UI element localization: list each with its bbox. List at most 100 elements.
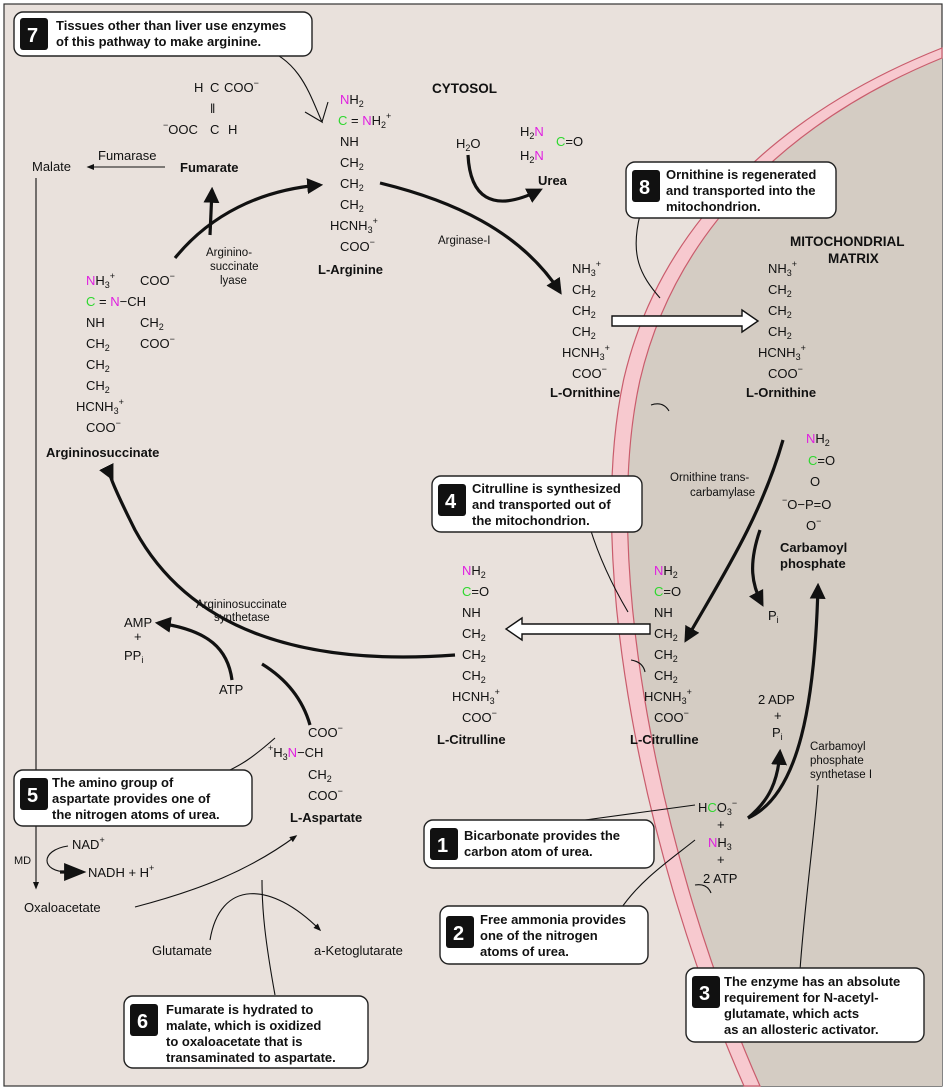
svg-text:COO−: COO− bbox=[462, 708, 497, 725]
svg-text:HCNH3+: HCNH3+ bbox=[562, 343, 610, 362]
ammonia-label: NH3 bbox=[708, 835, 732, 852]
svg-text:NH2: NH2 bbox=[462, 563, 486, 580]
svg-text:as an allosteric activator.: as an allosteric activator. bbox=[724, 1022, 879, 1037]
svg-text:The amino group of: The amino group of bbox=[52, 775, 174, 790]
svg-text:CH2: CH2 bbox=[86, 336, 110, 353]
svg-text:C: C bbox=[210, 122, 219, 137]
svg-text:1: 1 bbox=[437, 835, 448, 857]
otc-pi-label: Pi bbox=[768, 608, 779, 625]
svg-text:Bicarbonate provides the: Bicarbonate provides the bbox=[464, 828, 620, 843]
callout-1-pointer bbox=[584, 804, 696, 821]
citrulline-cytosol-label: L-Citrulline bbox=[437, 732, 506, 747]
water-label: H2O bbox=[456, 136, 481, 153]
svg-text:COO−: COO− bbox=[308, 723, 343, 740]
svg-text:HCNH3+: HCNH3+ bbox=[452, 687, 500, 706]
lyase-label-line2: succinate bbox=[210, 261, 259, 273]
atp2-label: 2 ATP bbox=[703, 871, 737, 886]
svg-text:transaminated to aspartate.: transaminated to aspartate. bbox=[166, 1050, 336, 1065]
svg-text:O: O bbox=[810, 474, 820, 489]
callout-5: 5 The amino group of aspartate provides … bbox=[13, 769, 253, 827]
arginine-to-ornithine-arrow bbox=[379, 181, 562, 295]
mitochondrial-membrane bbox=[610, 47, 943, 1087]
carbamoyl-label-line1: Carbamoyl bbox=[780, 540, 847, 555]
callout-8-pointer bbox=[635, 214, 661, 299]
glutamate-label: Glutamate bbox=[152, 943, 212, 958]
crista-mark bbox=[694, 884, 712, 894]
svg-text:+H3N−CH: +H3N−CH bbox=[268, 743, 323, 762]
svg-text:H: H bbox=[228, 122, 237, 137]
callout-5-pointer bbox=[229, 737, 276, 771]
bicarbonate-to-carbamoyl-arrow bbox=[747, 582, 826, 820]
svg-text:5: 5 bbox=[27, 785, 38, 807]
svg-text:Citrulline is synthesized: Citrulline is synthesized bbox=[472, 481, 621, 496]
cytosol-label: CYTOSOL bbox=[432, 81, 497, 96]
svg-text:CH2: CH2 bbox=[340, 197, 364, 214]
svg-text:H2N: H2N bbox=[520, 124, 544, 141]
svg-text:−O−P=O: −O−P=O bbox=[782, 495, 831, 512]
amp-label: AMP bbox=[124, 615, 152, 630]
svg-text:C=O: C=O bbox=[808, 453, 835, 468]
svg-text:CH2: CH2 bbox=[768, 303, 792, 320]
callout-3-pointer bbox=[799, 784, 819, 971]
svg-text:CH2: CH2 bbox=[86, 357, 110, 374]
bicarbonate-plus: + bbox=[717, 817, 725, 832]
svg-text:CH2: CH2 bbox=[86, 378, 110, 395]
citrulline-matrix-label: L-Citrulline bbox=[630, 732, 699, 747]
glutamate-to-ketoglutarate-arrow bbox=[209, 893, 322, 941]
fumarate-structure: H C COO− ‖ −OOC C H bbox=[163, 78, 259, 137]
svg-text:HCNH3+: HCNH3+ bbox=[644, 687, 692, 706]
svg-text:3: 3 bbox=[699, 983, 710, 1005]
callout-1: 1 Bicarbonate provides the carbon atom o… bbox=[423, 819, 655, 869]
md-label: MD bbox=[14, 855, 31, 867]
ornithine-matrix-structure: NH3+ CH2 CH2 CH2 HCNH3+ COO− bbox=[758, 259, 806, 381]
nadh-label: NADH + H+ bbox=[88, 863, 154, 880]
svg-text:COO−: COO− bbox=[140, 334, 175, 351]
svg-text:carbon atom of urea.: carbon atom of urea. bbox=[464, 844, 593, 859]
svg-text:and transported into the: and transported into the bbox=[666, 183, 816, 198]
callout-2: 2 Free ammonia provides one of the nitro… bbox=[439, 905, 649, 965]
bicarbonate-label: HCO3− bbox=[698, 798, 737, 817]
water-to-urea-arrow bbox=[466, 154, 543, 203]
malate-label: Malate bbox=[32, 159, 71, 174]
adp-pi-label: Pi bbox=[772, 725, 783, 742]
urea-label: Urea bbox=[538, 173, 568, 188]
svg-text:CH2: CH2 bbox=[654, 668, 678, 685]
cps-label-line2: phosphate bbox=[810, 755, 864, 767]
svg-text:NH2: NH2 bbox=[340, 92, 364, 109]
carbamoyl-phosphate-structure: NH2 C=O O −O−P=O O− bbox=[782, 431, 835, 533]
oxaloacetate-to-aspartate-arrow bbox=[134, 835, 298, 908]
ornithine-cytosol-structure: NH3+ CH2 CH2 CH2 HCNH3+ COO− bbox=[562, 259, 610, 381]
adp-release-arrow bbox=[746, 748, 788, 820]
citrulline-to-argininosuccinate-arrow bbox=[99, 462, 456, 659]
aspartate-entry-arrow bbox=[261, 662, 312, 726]
lyase-label-line1: Arginino- bbox=[206, 247, 252, 259]
svg-text:CH2: CH2 bbox=[768, 324, 792, 341]
svg-text:NH2: NH2 bbox=[654, 563, 678, 580]
svg-text:H: H bbox=[194, 80, 203, 95]
svg-text:4: 4 bbox=[445, 491, 457, 513]
fumarate-label: Fumarate bbox=[180, 160, 239, 175]
svg-text:The enzyme has an absolute: The enzyme has an absolute bbox=[724, 974, 900, 989]
svg-text:HCNH3+: HCNH3+ bbox=[330, 216, 378, 235]
citrulline-cytosol-structure: NH2 C=O NH CH2 CH2 CH2 HCNH3+ COO− bbox=[452, 563, 500, 725]
otc-pi-release-arrow bbox=[748, 529, 764, 607]
lyase-label-line3: lyase bbox=[220, 275, 247, 287]
svg-text:−OOC: −OOC bbox=[163, 120, 198, 137]
cps-label-line1: Carbamoyl bbox=[810, 741, 866, 753]
svg-text:6: 6 bbox=[137, 1011, 148, 1033]
svg-text:requirement for N-acetyl-: requirement for N-acetyl- bbox=[724, 990, 879, 1005]
ppi-label: PPi bbox=[124, 648, 143, 665]
aspartate-label: L-Aspartate bbox=[290, 810, 362, 825]
svg-text:malate, which is oxidized: malate, which is oxidized bbox=[166, 1018, 321, 1033]
adp2-label: 2 ADP bbox=[758, 692, 795, 707]
svg-text:Ornithine is regenerated: Ornithine is regenerated bbox=[666, 167, 816, 182]
svg-text:C=O: C=O bbox=[654, 584, 681, 599]
arginase-label: Arginase-I bbox=[438, 235, 490, 247]
atp-label: ATP bbox=[219, 682, 243, 697]
atp-to-amp-arrow bbox=[154, 616, 234, 681]
svg-text:CH2: CH2 bbox=[140, 315, 164, 332]
svg-text:one of the nitrogen: one of the nitrogen bbox=[480, 928, 598, 943]
svg-text:2: 2 bbox=[453, 923, 464, 945]
svg-text:the mitochondrion.: the mitochondrion. bbox=[472, 513, 590, 528]
